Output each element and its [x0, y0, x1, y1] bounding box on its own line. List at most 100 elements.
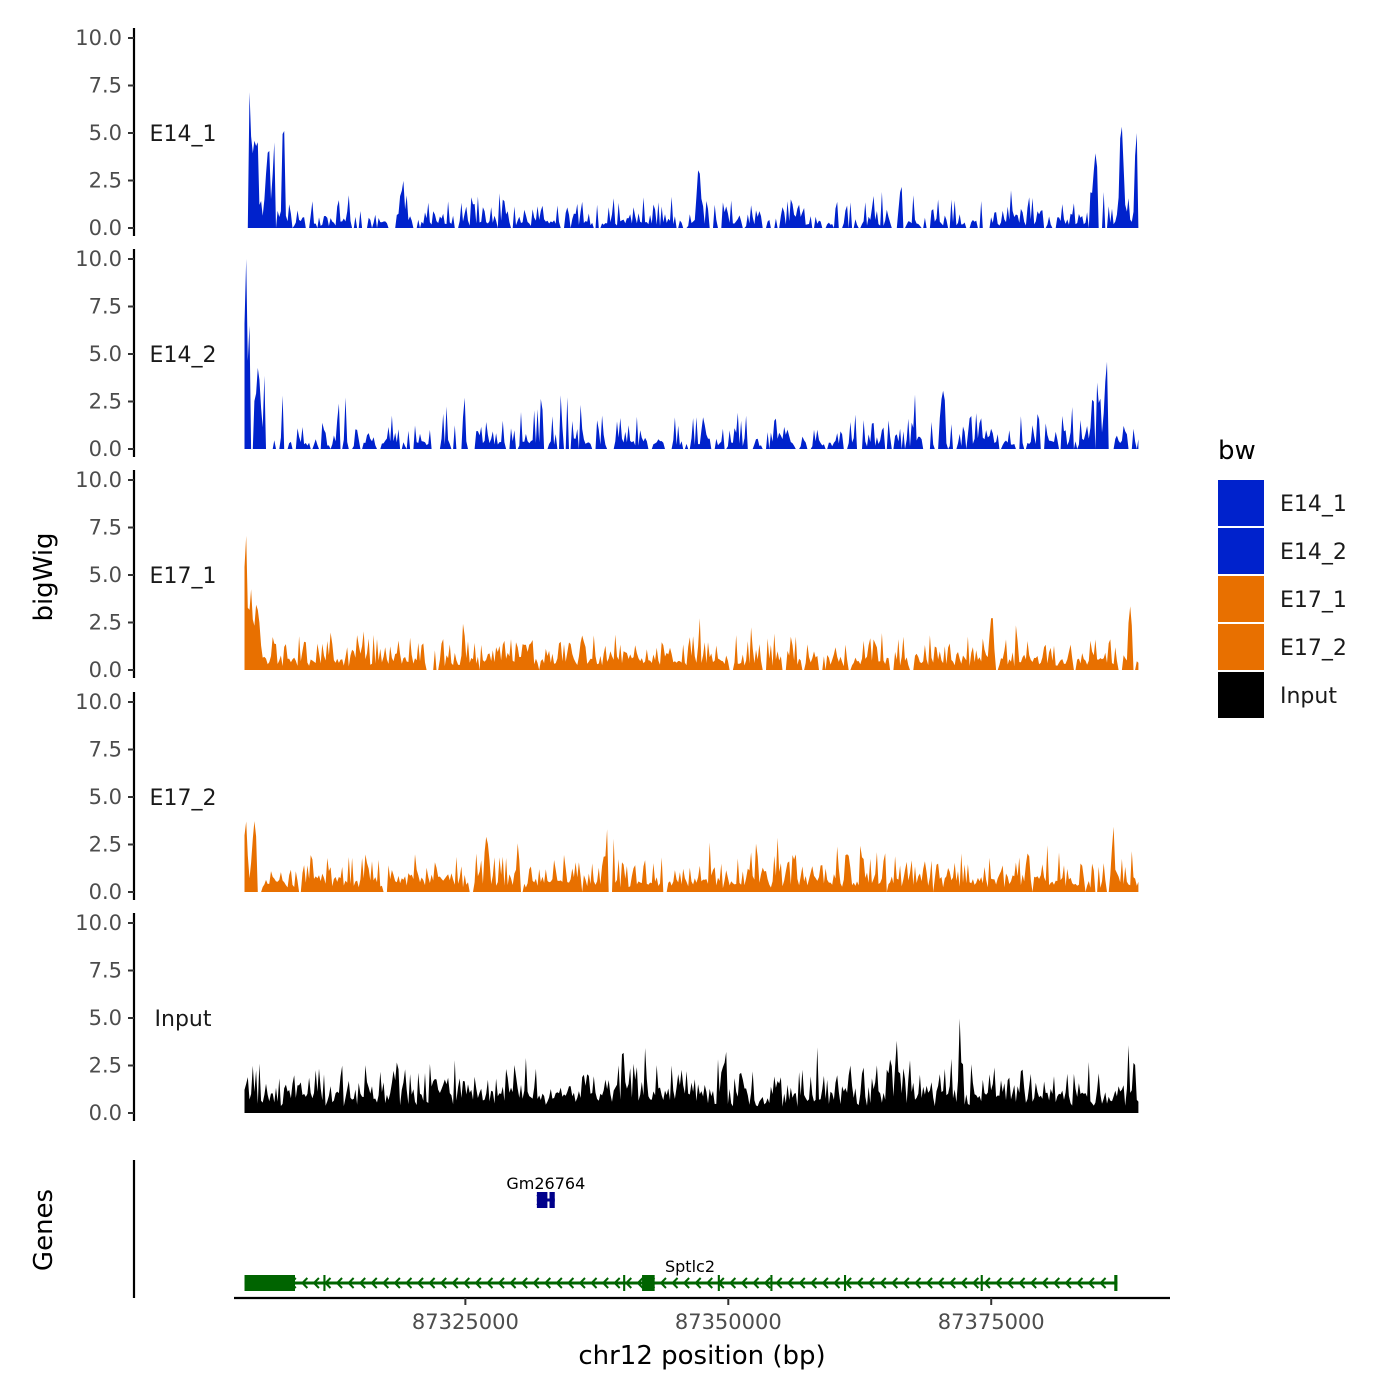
exon-block [623, 1275, 626, 1291]
signal-area [244, 259, 1139, 449]
exon-block [1114, 1275, 1118, 1291]
y-tick-label: 7.5 [89, 516, 122, 540]
strand-chevron [578, 1277, 586, 1289]
strand-chevron [752, 1277, 760, 1289]
y-tick-label: 7.5 [89, 959, 122, 983]
signal-area [244, 821, 1139, 892]
track-label: E17_2 [150, 786, 217, 811]
signal-area [244, 92, 1139, 228]
track-label: E14_2 [150, 343, 217, 368]
strand-chevron [1076, 1277, 1084, 1289]
y-tick-label: 7.5 [89, 295, 122, 319]
exon-block [536, 1192, 548, 1208]
track-input: 0.0 2.5 5.0 7.5 10.0 Input [75, 911, 1139, 1125]
y-axis-title: bigWig [29, 532, 59, 621]
strand-chevron [798, 1277, 806, 1289]
track-e14-1: 0.0 2.5 5.0 7.5 10.0 E14_1 [75, 26, 1139, 240]
strand-chevron [636, 1277, 644, 1289]
strand-chevron [890, 1277, 899, 1289]
legend-swatch [1218, 624, 1264, 670]
genes-axis-title: Genes [29, 1189, 59, 1271]
legend-label: E17_1 [1280, 588, 1347, 613]
exon-block [770, 1275, 773, 1291]
strand-chevron [694, 1277, 702, 1289]
strand-chevron [914, 1277, 922, 1289]
strand-chevron [601, 1277, 609, 1289]
strand-chevron [428, 1277, 436, 1289]
y-tick-label: 2.5 [89, 611, 122, 635]
strand-chevron [1099, 1277, 1107, 1289]
strand-chevron [543, 1277, 552, 1289]
exon-block [717, 1275, 720, 1291]
strand-chevron [682, 1277, 690, 1289]
track-label: E17_1 [150, 564, 217, 589]
strand-chevron [532, 1277, 540, 1289]
y-tick-label: 5.0 [89, 563, 122, 587]
y-tick-label: 10.0 [75, 911, 122, 935]
strand-chevron [405, 1277, 413, 1289]
exon-block [642, 1275, 655, 1291]
strand-chevron [370, 1277, 378, 1289]
gene-sptlc2: Sptlc2 [244, 1257, 1118, 1291]
strand-chevron [867, 1277, 875, 1289]
strand-chevron [1018, 1277, 1026, 1289]
y-tick-label: 5.0 [89, 342, 122, 366]
track-e17-1: 0.0 2.5 5.0 7.5 10.0 E17_1 [75, 468, 1139, 682]
strand-chevron [381, 1277, 390, 1289]
strand-chevron [971, 1277, 980, 1289]
strand-chevron [983, 1277, 991, 1289]
exon-block [244, 1275, 295, 1291]
x-tick-label: 87325000 [412, 1310, 519, 1334]
legend: bw E14_1 E14_2 E17_1 E17_2 Input [1218, 436, 1347, 718]
strand-chevron [509, 1277, 517, 1289]
legend-swatch [1218, 480, 1264, 526]
strand-chevron [902, 1277, 910, 1289]
strand-chevron [300, 1277, 309, 1289]
strand-chevron [474, 1277, 482, 1289]
y-tick-label: 10.0 [75, 247, 122, 271]
track-label: Input [155, 1007, 212, 1032]
strand-chevron [763, 1277, 771, 1289]
strand-chevron [728, 1277, 737, 1289]
strand-chevron [520, 1277, 528, 1289]
track-label: E14_1 [150, 122, 217, 147]
y-tick-label: 0.0 [89, 880, 122, 904]
strand-chevron [555, 1277, 563, 1289]
gene-gm26764: Gm26764 [506, 1174, 585, 1208]
strand-chevron [462, 1277, 471, 1289]
y-tick-label: 0.0 [89, 437, 122, 461]
y-tick-label: 7.5 [89, 738, 122, 762]
strand-chevron [833, 1277, 841, 1289]
y-tick-label: 5.0 [89, 1006, 122, 1030]
strand-chevron [844, 1277, 852, 1289]
x-axis-title: chr12 position (bp) [578, 1341, 825, 1371]
track-e17-2: 0.0 2.5 5.0 7.5 10.0 E17_2 [75, 690, 1139, 904]
strand-chevron [590, 1277, 598, 1289]
legend-label: Input [1280, 684, 1337, 709]
y-tick-label: 5.0 [89, 121, 122, 145]
strand-chevron [937, 1277, 945, 1289]
y-tick-label: 0.0 [89, 658, 122, 682]
strand-chevron [451, 1277, 459, 1289]
strand-chevron [960, 1277, 968, 1289]
strand-chevron [324, 1277, 332, 1289]
strand-chevron [659, 1277, 667, 1289]
legend-swatch [1218, 576, 1264, 622]
signal-area [244, 535, 1139, 670]
strand-chevron [1006, 1277, 1014, 1289]
strand-chevron [775, 1277, 783, 1289]
gene-label: Gm26764 [506, 1174, 585, 1193]
x-tick-label: 87350000 [675, 1310, 782, 1334]
y-tick-label: 0.0 [89, 216, 122, 240]
signal-tracks: 0.0 2.5 5.0 7.5 10.0 E14_1 0.0 2.5 5.0 7.5 10.0 E14… [75, 26, 1139, 1125]
y-tick-label: 2.5 [89, 169, 122, 193]
strand-chevron [1029, 1277, 1037, 1289]
strand-chevron [439, 1277, 447, 1289]
legend-title: bw [1218, 436, 1256, 466]
y-tick-label: 10.0 [75, 690, 122, 714]
gene-track: Gm26764 Sptlc2 [132, 1160, 1118, 1298]
x-axis: 87325000 87350000 87375000 [234, 1296, 1170, 1334]
strand-chevron [821, 1277, 829, 1289]
y-tick-label: 10.0 [75, 468, 122, 492]
exon-block [843, 1275, 847, 1291]
